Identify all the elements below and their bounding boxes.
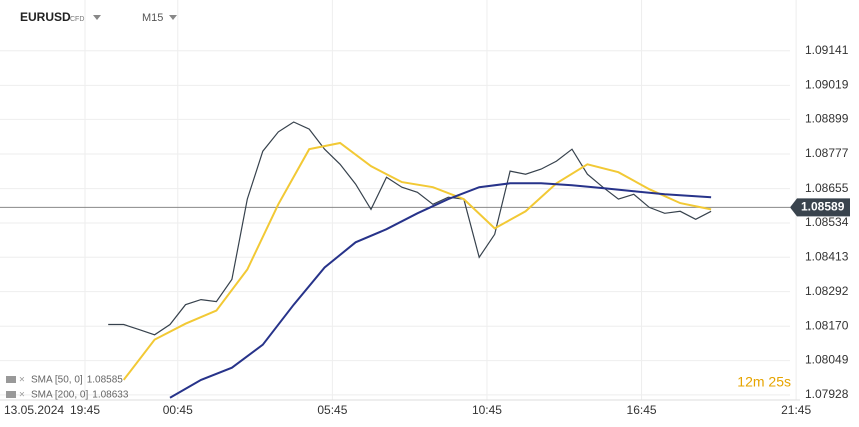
price-tag bbox=[790, 198, 850, 217]
legend-close: × bbox=[19, 375, 25, 386]
legend-icon bbox=[6, 391, 16, 398]
y-tick-label: 1.08049 bbox=[805, 353, 849, 367]
y-tick-label: 1.08534 bbox=[805, 215, 849, 229]
x-tick-label: 19:45 bbox=[70, 403, 100, 417]
dropdown-arrow[interactable] bbox=[169, 15, 177, 20]
price-tag-label: 1.08589 bbox=[801, 200, 845, 214]
dropdown-arrow[interactable] bbox=[93, 15, 101, 20]
instrument-type: CFD bbox=[70, 16, 84, 23]
legend-close: × bbox=[19, 390, 25, 401]
series-line bbox=[108, 121, 712, 336]
y-tick-label: 1.09141 bbox=[805, 43, 849, 57]
x-tick-label: 10:45 bbox=[472, 403, 502, 417]
y-tick-label: 1.08292 bbox=[805, 284, 849, 298]
series-line bbox=[122, 141, 712, 381]
countdown: 12m 25s bbox=[737, 374, 791, 390]
x-tick-label: 05:45 bbox=[317, 403, 347, 417]
legend-name: SMA [50, 0] bbox=[31, 375, 83, 386]
legend-name: SMA [200, 0] bbox=[31, 390, 88, 401]
symbol[interactable]: EURUSD bbox=[20, 10, 71, 24]
y-tick-label: 1.08413 bbox=[805, 249, 849, 263]
legend-value: 1.08633 bbox=[92, 390, 129, 401]
date-label: 13.05.2024 bbox=[4, 403, 64, 417]
x-tick-label: 00:45 bbox=[163, 403, 193, 417]
y-tick-label: 1.08899 bbox=[805, 112, 849, 126]
y-tick-label: 1.08170 bbox=[805, 318, 849, 332]
y-tick-label: 1.08777 bbox=[805, 146, 849, 160]
y-tick-label: 1.09019 bbox=[805, 78, 849, 92]
x-tick-label: 16:45 bbox=[627, 403, 657, 417]
x-tick-label: 21:45 bbox=[781, 403, 811, 417]
series-line bbox=[169, 182, 712, 399]
timeframe[interactable]: M15 bbox=[142, 12, 163, 24]
y-tick-label: 1.08655 bbox=[805, 181, 849, 195]
y-tick-label: 1.07928 bbox=[805, 387, 849, 401]
legend-icon bbox=[6, 376, 16, 383]
legend-value: 1.08585 bbox=[87, 375, 124, 386]
